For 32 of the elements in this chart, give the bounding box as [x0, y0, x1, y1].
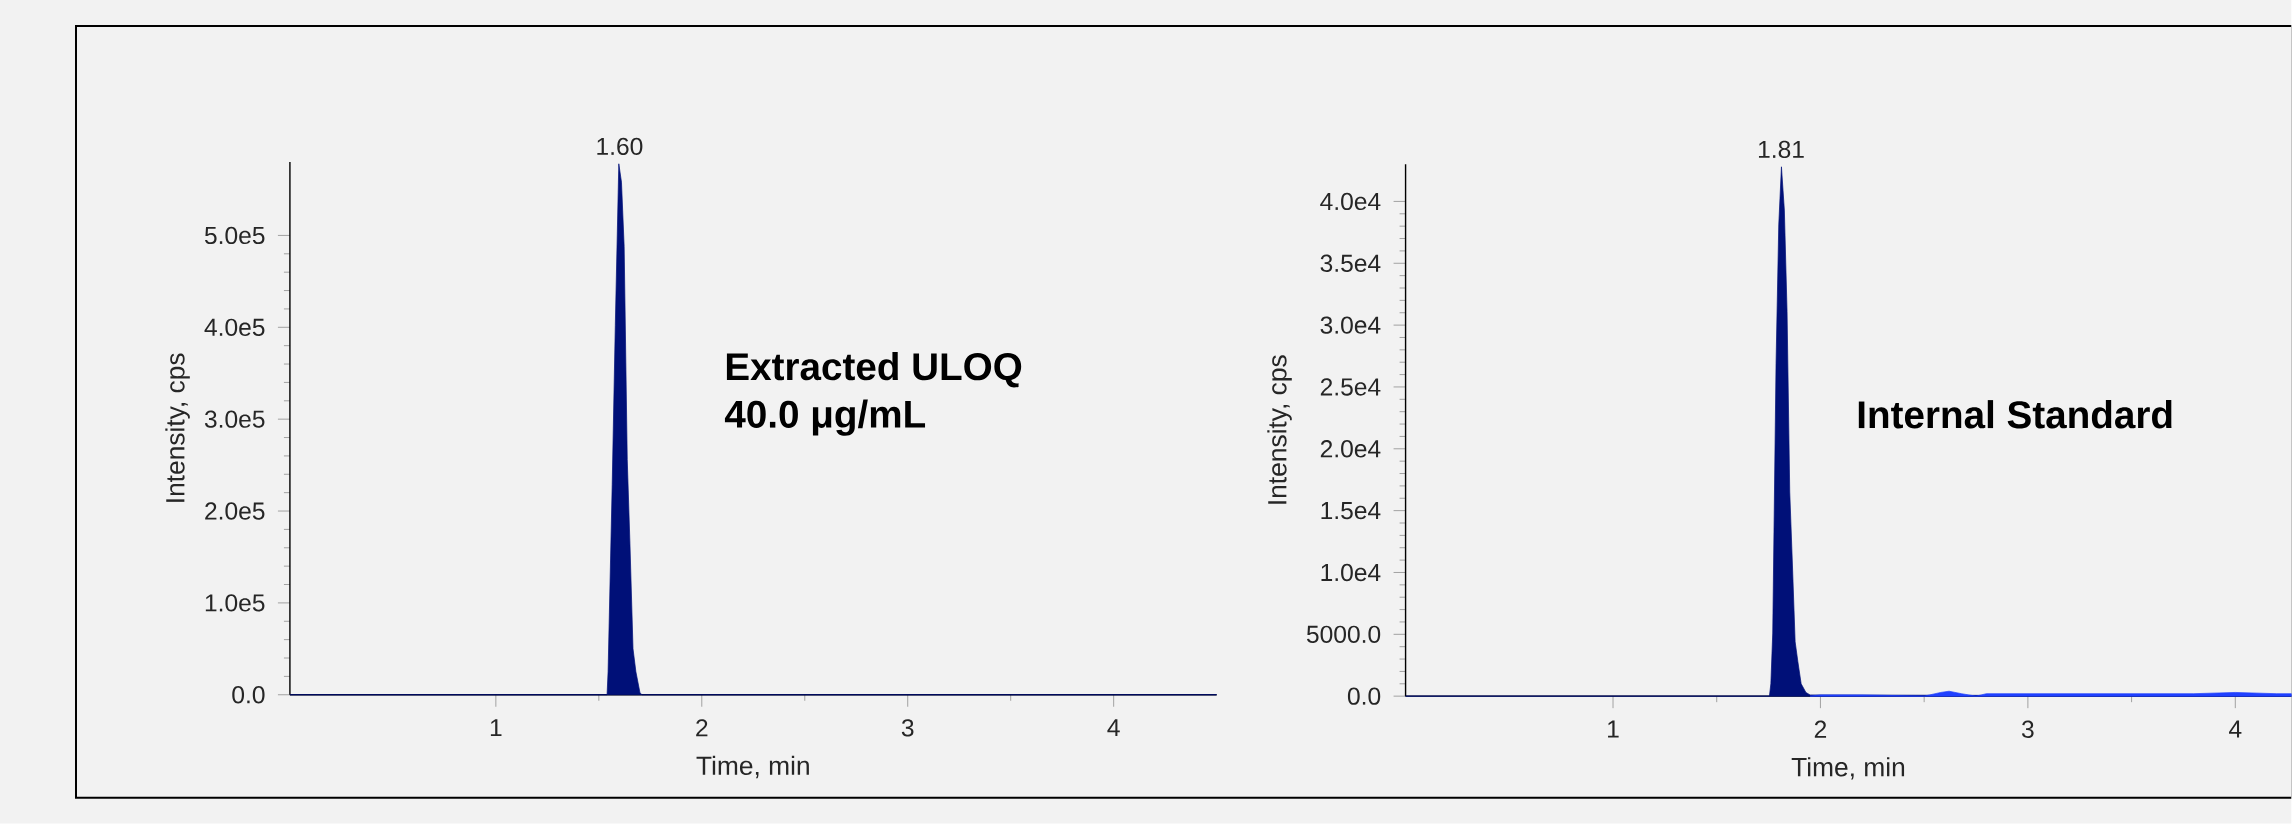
y-tick-label: 2.0e4 [1320, 440, 1381, 458]
y-tick-label: 3.0e5 [204, 410, 265, 428]
y-tick-label: 5000.0 [1306, 625, 1381, 644]
x-tick-label: 4 [1107, 719, 1120, 737]
y-tick-label: 1.0e4 [1321, 563, 1381, 582]
annotation: 1.81 [1758, 140, 1804, 159]
y-axis-title: Intensity, cps [165, 353, 190, 502]
y-tick-label: 1.0e5 [205, 594, 265, 612]
annotation: 1.60 [597, 137, 643, 156]
annotation: Extracted ULOQ [726, 352, 1022, 388]
x-tick-label: 1 [490, 719, 502, 737]
y-axis-title: Intensity, cps [1267, 355, 1292, 504]
y-tick-label: 5.0e5 [204, 226, 265, 245]
x-axis-title: Time, min [696, 755, 809, 779]
y-tick-label: 2.0e5 [205, 502, 265, 520]
x-axis-title: Time, min [1791, 757, 1905, 780]
y-tick-label: 3.5e4 [1320, 254, 1381, 273]
annotation: Internal Standard [1858, 400, 2172, 429]
x-tick-label: 3 [901, 719, 914, 737]
x-tick-label: 1 [1608, 720, 1619, 738]
x-tick-label: 4 [2229, 720, 2242, 738]
y-tick-label: 1.5e4 [1321, 502, 1381, 520]
annotation: 40.0 μg/mL [724, 399, 926, 436]
x-tick-label: 2 [1814, 720, 1827, 738]
y-tick-label: 2.5e4 [1320, 378, 1381, 396]
y-tick-label: 4.0e4 [1320, 192, 1381, 211]
x-tick-label: 3 [2021, 720, 2034, 739]
x-tick-label: 2 [696, 719, 708, 737]
y-tick-label: 0.0 [1347, 687, 1381, 705]
y-tick-label: 4.0e5 [204, 318, 265, 337]
y-tick-label: 0.0 [232, 686, 265, 704]
y-tick-label: 3.0e4 [1320, 316, 1381, 334]
